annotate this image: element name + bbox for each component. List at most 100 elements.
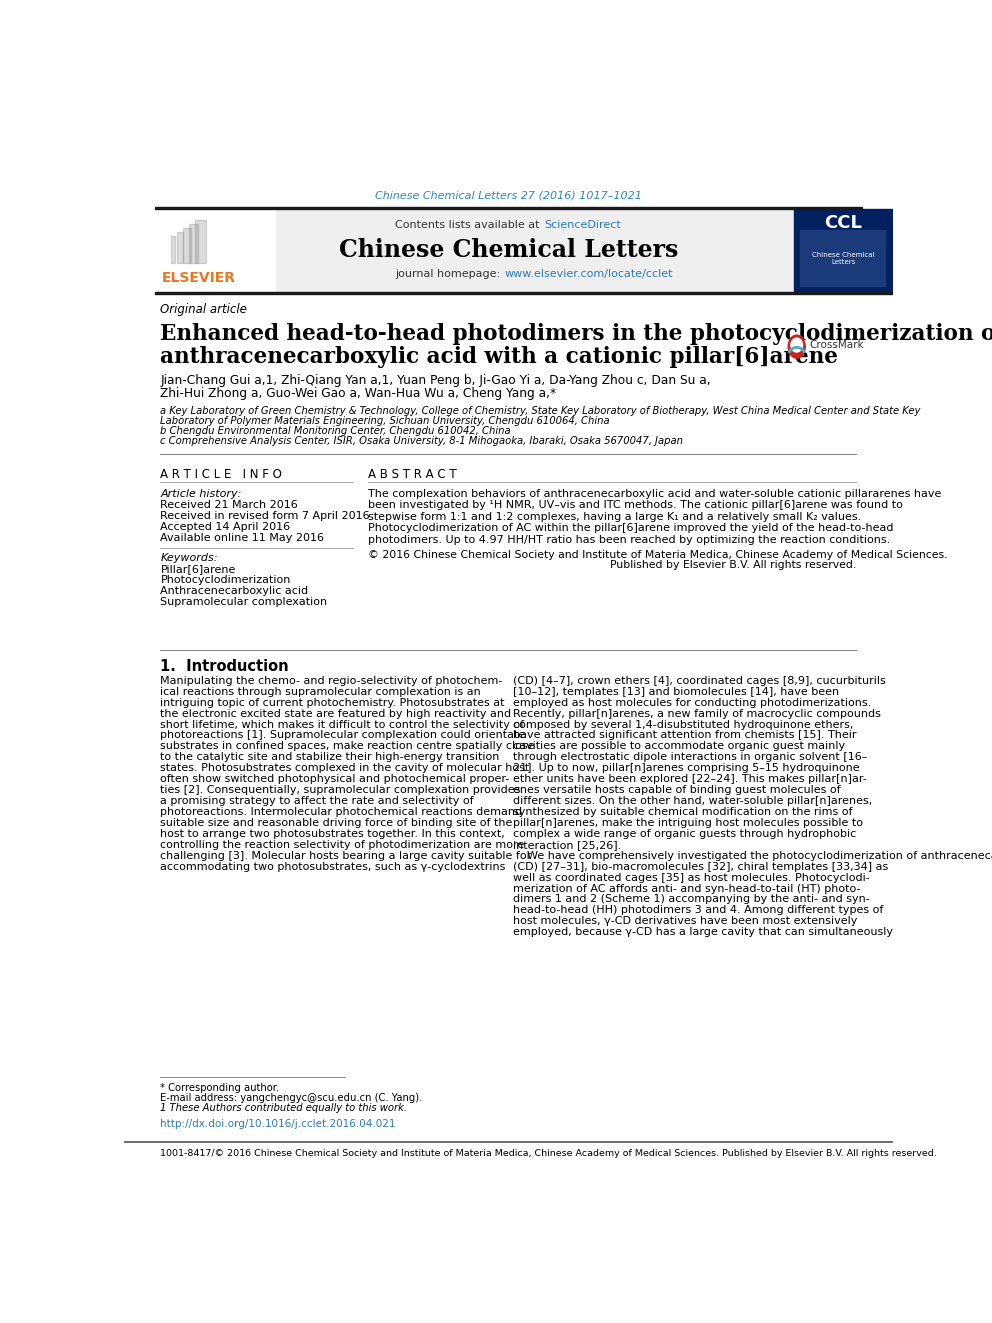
Text: 1.  Introduction: 1. Introduction	[161, 659, 289, 675]
Text: Chinese Chemical
Letters: Chinese Chemical Letters	[811, 253, 875, 266]
Text: A R T I C L E   I N F O: A R T I C L E I N F O	[161, 468, 283, 482]
Text: Received 21 March 2016: Received 21 March 2016	[161, 500, 299, 511]
Text: Contents lists available at: Contents lists available at	[395, 220, 544, 230]
Text: enes versatile hosts capable of binding guest molecules of: enes versatile hosts capable of binding …	[513, 785, 840, 795]
Text: well as coordinated cages [35] as host molecules. Photocyclodi-: well as coordinated cages [35] as host m…	[513, 873, 870, 882]
Bar	[155, 292, 893, 294]
Text: Jian-Chang Gui a,1, Zhi-Qiang Yan a,1, Yuan Peng b, Ji-Gao Yi a, Da-Yang Zhou c,: Jian-Chang Gui a,1, Zhi-Qiang Yan a,1, Y…	[161, 374, 711, 388]
Text: the electronic excited state are featured by high reactivity and: the electronic excited state are feature…	[161, 709, 512, 718]
Bar	[275, 209, 795, 292]
Text: synthesized by suitable chemical modification on the rims of: synthesized by suitable chemical modific…	[513, 807, 852, 818]
Text: © 2016 Chinese Chemical Society and Institute of Materia Medica, Chinese Academy: © 2016 Chinese Chemical Society and Inst…	[368, 549, 947, 560]
Text: been investigated by ¹H NMR, UV–vis and ITC methods. The cationic pillar[6]arene: been investigated by ¹H NMR, UV–vis and …	[368, 500, 903, 511]
Text: 21]. Up to now, pillar[n]arenes comprising 5–15 hydroquinone: 21]. Up to now, pillar[n]arenes comprisi…	[513, 763, 860, 773]
Text: E-mail address: yangchengyc@scu.edu.cn (C. Yang).: E-mail address: yangchengyc@scu.edu.cn (…	[161, 1093, 423, 1103]
Bar	[171, 235, 176, 263]
Text: CrossMark: CrossMark	[809, 340, 864, 351]
Text: states. Photosubstrates complexed in the cavity of molecular host: states. Photosubstrates complexed in the…	[161, 763, 530, 773]
Text: interaction [25,26].: interaction [25,26].	[513, 840, 621, 849]
Text: Enhanced head-to-head photodimers in the photocyclodimerization of: Enhanced head-to-head photodimers in the…	[161, 323, 992, 345]
Text: Chinese Chemical Letters: Chinese Chemical Letters	[338, 238, 679, 262]
Text: Photocyclodimerization of AC within the pillar[6]arene improved the yield of the: Photocyclodimerization of AC within the …	[368, 524, 894, 533]
Text: Published by Elsevier B.V. All rights reserved.: Published by Elsevier B.V. All rights re…	[610, 560, 856, 569]
Text: merization of AC affords anti- and syn-head-to-tail (HT) photo-: merization of AC affords anti- and syn-h…	[513, 884, 860, 893]
Text: stepwise form 1:1 and 1:2 complexes, having a large K₁ and a relatively small K₂: stepwise form 1:1 and 1:2 complexes, hav…	[368, 512, 861, 521]
Text: through electrostatic dipole interactions in organic solvent [16–: through electrostatic dipole interaction…	[513, 753, 867, 762]
Bar	[195, 221, 206, 263]
Text: pillar[n]arenes, make the intriguing host molecules possible to: pillar[n]arenes, make the intriguing hos…	[513, 818, 863, 828]
Text: host to arrange two photosubstrates together. In this context,: host to arrange two photosubstrates toge…	[161, 830, 505, 839]
Text: dimers 1 and 2 (Scheme 1) accompanying by the anti- and syn-: dimers 1 and 2 (Scheme 1) accompanying b…	[513, 894, 870, 905]
Text: employed as host molecules for conducting photodimerizations.: employed as host molecules for conductin…	[513, 697, 871, 708]
Text: have attracted significant attention from chemists [15]. Their: have attracted significant attention fro…	[513, 730, 856, 741]
Bar	[189, 224, 198, 263]
Ellipse shape	[789, 335, 806, 359]
Text: complex a wide range of organic guests through hydrophobic: complex a wide range of organic guests t…	[513, 830, 856, 839]
Text: Chinese Chemical Letters 27 (2016) 1017–1021: Chinese Chemical Letters 27 (2016) 1017–…	[375, 191, 642, 201]
Text: employed, because γ-CD has a large cavity that can simultaneously: employed, because γ-CD has a large cavit…	[513, 927, 893, 937]
Bar	[800, 230, 885, 286]
Text: often show switched photophysical and photochemical proper-: often show switched photophysical and ph…	[161, 774, 510, 785]
Bar	[177, 232, 183, 263]
Text: www.elsevier.com/locate/cclet: www.elsevier.com/locate/cclet	[505, 270, 673, 279]
Text: [10–12], templates [13] and biomolecules [14], have been: [10–12], templates [13] and biomolecules…	[513, 687, 839, 697]
Text: Zhi-Hui Zhong a, Guo-Wei Gao a, Wan-Hua Wu a, Cheng Yang a,*: Zhi-Hui Zhong a, Guo-Wei Gao a, Wan-Hua …	[161, 388, 557, 400]
Bar	[183, 228, 190, 263]
Text: ELSEVIER: ELSEVIER	[162, 271, 236, 286]
Text: cavities are possible to accommodate organic guest mainly: cavities are possible to accommodate org…	[513, 741, 845, 751]
Text: 1001-8417/© 2016 Chinese Chemical Society and Institute of Materia Medica, Chine: 1001-8417/© 2016 Chinese Chemical Societ…	[161, 1150, 937, 1158]
Text: composed by several 1,4-disubstituted hydroquinone ethers,: composed by several 1,4-disubstituted hy…	[513, 720, 853, 729]
Text: host molecules, γ-CD derivatives have been most extensively: host molecules, γ-CD derivatives have be…	[513, 917, 857, 926]
Text: (CD) [4–7], crown ethers [4], coordinated cages [8,9], cucurbiturils: (CD) [4–7], crown ethers [4], coordinate…	[513, 676, 886, 685]
Text: Anthracenecarboxylic acid: Anthracenecarboxylic acid	[161, 586, 309, 595]
Text: suitable size and reasonable driving force of binding site of the: suitable size and reasonable driving for…	[161, 818, 513, 828]
Text: ties [2]. Consequentially, supramolecular complexation provides: ties [2]. Consequentially, supramolecula…	[161, 785, 521, 795]
Text: controlling the reaction selectivity of photodimerization are more: controlling the reaction selectivity of …	[161, 840, 525, 849]
Text: head-to-head (HH) photodimers 3 and 4. Among different types of: head-to-head (HH) photodimers 3 and 4. A…	[513, 905, 884, 916]
Text: ScienceDirect: ScienceDirect	[544, 220, 621, 230]
Text: to the catalytic site and stabilize their high-energy transition: to the catalytic site and stabilize thei…	[161, 753, 500, 762]
Text: accommodating two photosubstrates, such as γ-cyclodextrins: accommodating two photosubstrates, such …	[161, 861, 506, 872]
Text: Original article: Original article	[161, 303, 247, 316]
Text: A B S T R A C T: A B S T R A C T	[368, 468, 456, 482]
Text: challenging [3]. Molecular hosts bearing a large cavity suitable for: challenging [3]. Molecular hosts bearing…	[161, 851, 532, 861]
Text: photodimers. Up to 4.97 HH/HT ratio has been reached by optimizing the reaction : photodimers. Up to 4.97 HH/HT ratio has …	[368, 534, 891, 545]
Text: short lifetime, which makes it difficult to control the selectivity of: short lifetime, which makes it difficult…	[161, 720, 525, 729]
Text: substrates in confined spaces, make reaction centre spatially close: substrates in confined spaces, make reac…	[161, 741, 535, 751]
Ellipse shape	[791, 339, 803, 352]
Text: The complexation behaviors of anthracenecarboxylic acid and water-soluble cation: The complexation behaviors of anthracene…	[368, 488, 941, 499]
Text: Supramolecular complexation: Supramolecular complexation	[161, 597, 327, 606]
Text: ical reactions through supramolecular complexation is an: ical reactions through supramolecular co…	[161, 687, 481, 697]
Text: 1 These Authors contributed equally to this work.: 1 These Authors contributed equally to t…	[161, 1103, 408, 1113]
Text: Pillar[6]arene: Pillar[6]arene	[161, 564, 236, 574]
Text: c Comprehensive Analysis Center, ISIR, Osaka University, 8-1 Mihogaoka, Ibaraki,: c Comprehensive Analysis Center, ISIR, O…	[161, 437, 683, 446]
Text: Available online 11 May 2016: Available online 11 May 2016	[161, 533, 324, 542]
Text: Accepted 14 April 2016: Accepted 14 April 2016	[161, 521, 291, 532]
Text: We have comprehensively investigated the photocyclodimerization of anthracenecar: We have comprehensively investigated the…	[513, 851, 992, 861]
Text: Received in revised form 7 April 2016: Received in revised form 7 April 2016	[161, 511, 370, 521]
Text: Manipulating the chemo- and regio-selectivity of photochem-: Manipulating the chemo- and regio-select…	[161, 676, 503, 685]
Text: journal homepage:: journal homepage:	[395, 270, 504, 279]
Text: Laboratory of Polymer Materials Engineering, Sichuan University, Chengdu 610064,: Laboratory of Polymer Materials Engineer…	[161, 417, 610, 426]
Text: intriguing topic of current photochemistry. Photosubstrates at: intriguing topic of current photochemist…	[161, 697, 505, 708]
Text: a promising strategy to affect the rate and selectivity of: a promising strategy to affect the rate …	[161, 796, 474, 806]
Text: http://dx.doi.org/10.1016/j.cclet.2016.04.021: http://dx.doi.org/10.1016/j.cclet.2016.0…	[161, 1119, 396, 1130]
Text: a Key Laboratory of Green Chemistry & Technology, College of Chemistry, State Ke: a Key Laboratory of Green Chemistry & Te…	[161, 406, 921, 417]
Text: Photocyclodimerization: Photocyclodimerization	[161, 576, 291, 585]
Text: CCL: CCL	[824, 214, 862, 232]
Text: (CD) [27–31], bio-macromolecules [32], chiral templates [33,34] as: (CD) [27–31], bio-macromolecules [32], c…	[513, 861, 888, 872]
Text: anthracenecarboxylic acid with a cationic pillar[6]arene: anthracenecarboxylic acid with a cationi…	[161, 347, 838, 368]
Text: Keywords:: Keywords:	[161, 553, 218, 564]
Bar	[795, 209, 893, 292]
Bar	[157, 213, 234, 269]
Text: Recently, pillar[n]arenes, a new family of macrocyclic compounds: Recently, pillar[n]arenes, a new family …	[513, 709, 881, 718]
Text: photoreactions [1]. Supramolecular complexation could orientate: photoreactions [1]. Supramolecular compl…	[161, 730, 526, 741]
Text: Article history:: Article history:	[161, 488, 242, 499]
Text: ether units have been explored [22–24]. This makes pillar[n]ar-: ether units have been explored [22–24]. …	[513, 774, 867, 785]
Bar	[155, 206, 862, 209]
Text: * Corresponding author.: * Corresponding author.	[161, 1084, 280, 1093]
Text: different sizes. On the other hand, water-soluble pillar[n]arenes,: different sizes. On the other hand, wate…	[513, 796, 872, 806]
Text: b Chengdu Environmental Monitoring Center, Chengdu 610042, China: b Chengdu Environmental Monitoring Cente…	[161, 426, 511, 437]
Text: photoreactions. Intermolecular photochemical reactions demand: photoreactions. Intermolecular photochem…	[161, 807, 523, 818]
Bar	[155, 209, 275, 292]
